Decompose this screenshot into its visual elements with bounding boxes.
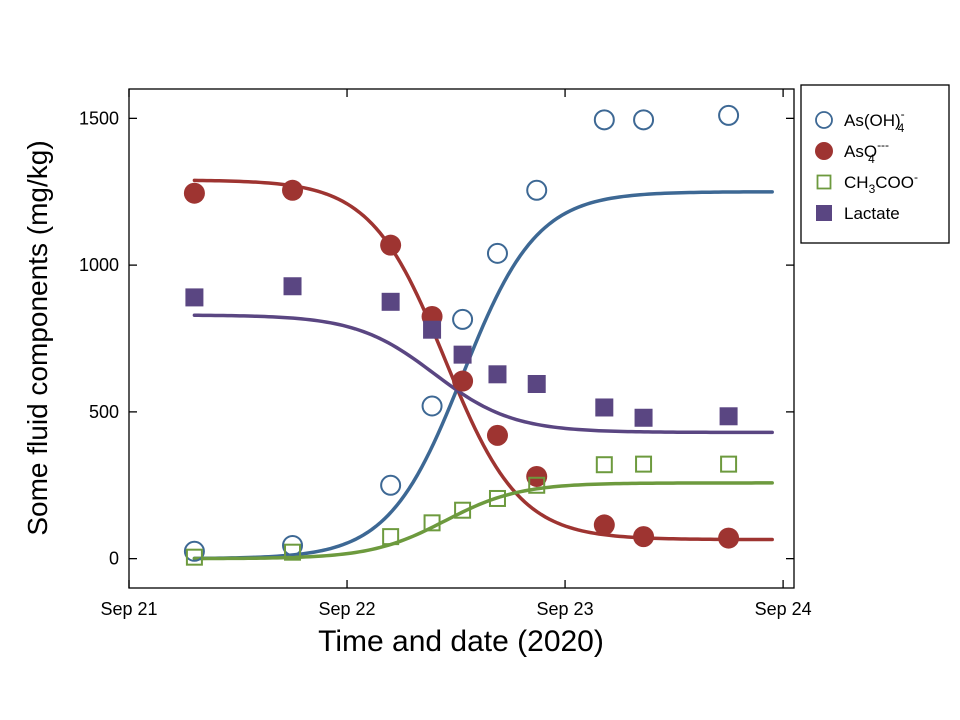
data-point (421, 395, 443, 417)
data-points (183, 104, 740, 566)
y-axis-title: Some fluid components (mg/kg) (22, 140, 53, 535)
x-tick-label: Sep 23 (537, 599, 594, 619)
data-point (593, 109, 615, 131)
data-point (452, 370, 474, 392)
data-point (380, 234, 402, 256)
data-point (423, 514, 441, 532)
data-point (380, 474, 402, 496)
data-point (453, 345, 472, 364)
data-point (633, 526, 655, 548)
fit-curve (192, 178, 774, 542)
data-point (423, 320, 442, 339)
data-point (284, 543, 302, 561)
legend-marker-circle (815, 142, 833, 160)
x-axis-title: Time and date (2020) (318, 625, 604, 658)
data-point (718, 527, 740, 549)
data-point (282, 179, 304, 201)
x-tick-label: Sep 22 (319, 599, 376, 619)
y-tick-label: 1500 (79, 108, 119, 128)
y-tick-label: 0 (109, 549, 119, 569)
data-point (282, 534, 304, 556)
legend-label: Lactate (844, 204, 900, 223)
data-point (185, 548, 203, 566)
data-point (183, 540, 205, 562)
data-point (486, 242, 508, 264)
legend-marker-square (816, 205, 832, 221)
data-point (381, 292, 400, 311)
data-point (719, 407, 738, 426)
data-point (382, 528, 400, 546)
data-point (635, 455, 653, 473)
data-point (488, 489, 506, 507)
data-point (528, 476, 546, 494)
legend: As(OH)-4 AsO---4 CH3COO- Lactate (800, 84, 950, 244)
x-tick-label: Sep 24 (755, 599, 812, 619)
data-point (486, 424, 508, 446)
y-tick-label: 1000 (79, 255, 119, 275)
plot-frame (128, 88, 795, 589)
data-point (183, 182, 205, 204)
data-point (488, 365, 507, 384)
data-point (185, 288, 204, 307)
legend-label: AsO---4 (844, 138, 889, 166)
data-point (454, 501, 472, 519)
fit-curve (192, 313, 774, 435)
data-point (718, 104, 740, 126)
data-point (720, 455, 738, 473)
data-point (526, 465, 548, 487)
data-point (595, 398, 614, 417)
data-point (283, 277, 302, 296)
legend-label: As(OH)-4 (844, 107, 905, 135)
x-tick-label: Sep 21 (100, 599, 157, 619)
data-point (452, 308, 474, 330)
legend-marker-circle (815, 111, 833, 129)
data-point (634, 408, 653, 427)
data-point (595, 456, 613, 474)
axis-ticks: Sep 21 Sep 22 Sep 23 Sep 24 0 500 1000 1500 (79, 89, 812, 619)
data-point (593, 514, 615, 536)
fit-curve (192, 481, 774, 561)
y-tick-label: 500 (89, 402, 119, 422)
legend-label: CH3COO- (844, 170, 918, 196)
fit-curves (192, 178, 774, 561)
data-point (526, 179, 548, 201)
legend-marker-square (816, 174, 832, 190)
data-point (633, 109, 655, 131)
data-point (527, 374, 546, 393)
